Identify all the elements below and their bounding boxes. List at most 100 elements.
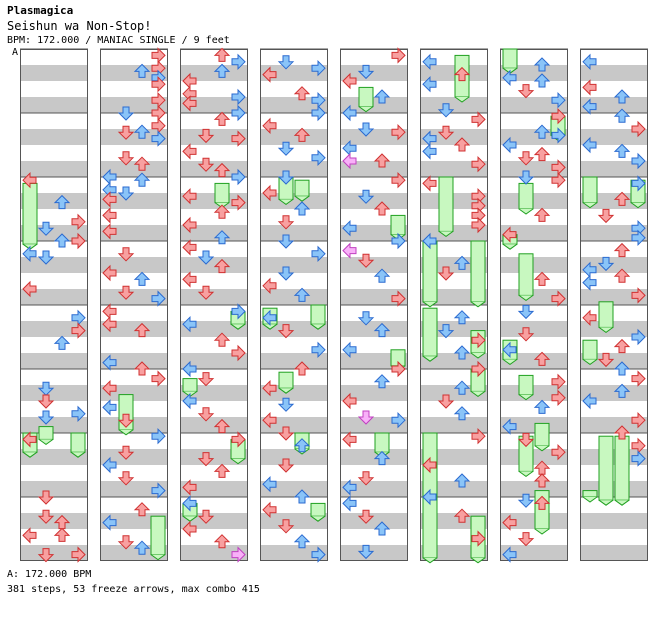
up-arrow [293, 361, 311, 376]
down-arrow [357, 509, 375, 524]
up-arrow [533, 351, 551, 366]
down-arrow [357, 544, 375, 560]
left-arrow [422, 232, 437, 250]
down-arrow [277, 215, 295, 230]
freeze-end [438, 230, 454, 238]
up-arrow [53, 335, 71, 350]
down-arrow [277, 234, 295, 249]
up-arrow [453, 137, 471, 152]
right-arrow [71, 546, 86, 563]
right-arrow [71, 213, 86, 231]
left-arrow [502, 69, 517, 87]
freeze-end [230, 323, 246, 330]
up-arrow [533, 146, 551, 162]
up-arrow [133, 63, 151, 78]
left-arrow [262, 117, 277, 135]
right-arrow [631, 120, 646, 138]
up-arrow [533, 207, 551, 222]
right-arrow [311, 104, 326, 122]
left-arrow [102, 223, 117, 240]
up-arrow [293, 86, 311, 101]
right-arrow [311, 149, 326, 167]
freeze-end [262, 323, 278, 330]
up-arrow [213, 230, 231, 245]
freeze-arrow [182, 378, 198, 392]
left-arrow [262, 475, 277, 493]
left-arrow [342, 479, 357, 496]
left-arrow [102, 456, 117, 474]
right-arrow [631, 450, 646, 467]
freeze-arrow [598, 435, 614, 501]
right-arrow [471, 216, 486, 234]
freeze-end [454, 96, 470, 103]
freeze-arrow [614, 435, 630, 501]
freeze-end [534, 445, 550, 452]
freeze-end [310, 515, 326, 522]
up-arrow [213, 162, 231, 178]
freeze-end [358, 106, 374, 113]
down-arrow [197, 509, 215, 524]
freeze-arrow [390, 214, 406, 236]
right-arrow [231, 546, 246, 563]
up-arrow [613, 242, 631, 258]
up-arrow [453, 255, 471, 270]
right-arrow [231, 104, 246, 122]
right-arrow [391, 123, 406, 141]
left-arrow [582, 309, 597, 327]
up-arrow [213, 204, 231, 219]
freeze-arrow [422, 307, 438, 357]
up-arrow [453, 345, 471, 360]
right-arrow [151, 427, 166, 445]
left-arrow [582, 392, 597, 410]
right-arrow [471, 530, 486, 547]
left-arrow [262, 379, 277, 397]
freeze-arrow [582, 176, 598, 204]
right-arrow [631, 287, 646, 304]
right-arrow [391, 232, 406, 250]
left-arrow [22, 280, 37, 298]
freeze-end [118, 429, 134, 436]
down-arrow [517, 304, 535, 320]
left-arrow [22, 431, 37, 448]
right-arrow [311, 341, 326, 359]
down-arrow [517, 327, 535, 342]
freeze-arrow [70, 432, 86, 453]
down-arrow [37, 381, 55, 396]
right-arrow [471, 427, 486, 445]
down-arrow [517, 151, 535, 166]
right-arrow [551, 443, 566, 461]
left-arrow [422, 75, 437, 93]
up-arrow [213, 418, 231, 434]
up-arrow [453, 66, 471, 82]
down-arrow [117, 151, 135, 166]
left-arrow [342, 392, 357, 410]
down-arrow [277, 266, 295, 281]
down-arrow [357, 64, 375, 80]
right-arrow [311, 245, 326, 263]
right-arrow [391, 47, 406, 64]
right-arrow [631, 175, 646, 192]
right-arrow [471, 360, 486, 378]
freeze-end [422, 557, 438, 564]
right-arrow [231, 194, 246, 211]
freeze-arrow [310, 502, 326, 517]
up-arrow [533, 495, 551, 510]
freeze-arrow [278, 371, 294, 389]
freeze-arrow [518, 374, 534, 396]
right-arrow [391, 290, 406, 307]
left-arrow [422, 175, 437, 192]
up-arrow [613, 383, 631, 398]
up-arrow [373, 89, 391, 104]
down-arrow [197, 285, 215, 300]
up-arrow [213, 258, 231, 274]
left-arrow [182, 520, 197, 538]
up-arrow [133, 124, 151, 139]
down-arrow [37, 394, 55, 409]
left-arrow [342, 152, 357, 170]
freeze-end [502, 358, 518, 366]
down-arrow [517, 84, 535, 99]
up-arrow [373, 268, 391, 283]
down-arrow [357, 410, 375, 425]
down-arrow [437, 125, 455, 140]
left-arrow [502, 136, 517, 154]
